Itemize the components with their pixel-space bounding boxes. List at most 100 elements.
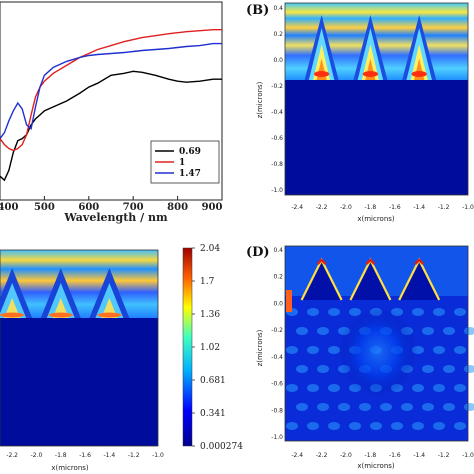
panel-d-heatmap: (D) -2.4 -2.2 -2.0 -1.8 -1.6 -1.4 -1.2 -1.0 0.4… — [246, 245, 474, 470]
panel-c-x-tick-5: -1.2 — [128, 452, 140, 459]
panel-d-fringe-spot — [433, 422, 445, 430]
panel-b-x-axis-label: x(microns) — [357, 215, 395, 223]
panel-d-fringe-spot — [328, 422, 340, 430]
panel-d-x-tick-0: -2.4 — [291, 452, 303, 459]
panel-a-x-axis-label: Wavelength / nm — [63, 211, 168, 224]
panel-b-triangle-0 — [304, 15, 339, 80]
panel-d-fringe-spot — [380, 403, 392, 411]
panel-d-fringe-spot — [422, 403, 434, 411]
panel-d-fringe-spot — [433, 308, 445, 316]
panel-d-triangle-1 — [349, 257, 392, 301]
panel-b-triangle-2 — [402, 15, 437, 80]
panel-b-substrate — [285, 80, 468, 195]
panel-a-x-ticks: 400 500 600 700 800 900 — [0, 196, 223, 213]
panel-d-y-tick-1: 0.2 — [273, 274, 283, 281]
panel-b-y-tick-3: -0.2 — [271, 83, 283, 90]
panel-b-x-ticks: -2.4 -2.2 -2.0 -1.8 -1.6 -1.4 -1.2 -1.0 — [291, 204, 474, 211]
colorbar-tick-label-2: 1.36 — [200, 310, 220, 320]
panel-b-y-axis-label: z(microns) — [256, 81, 264, 118]
colorbar-tick-label-6: 0.000274 — [200, 442, 243, 452]
panel-c-x-tick-2: -1.8 — [55, 452, 67, 459]
panel-d-fringe-spot — [296, 403, 308, 411]
panel-d-x-ticks: -2.4 -2.2 -2.0 -1.8 -1.6 -1.4 -1.2 -1.0 — [291, 452, 474, 459]
panel-d-y-tick-4: -0.4 — [271, 354, 283, 361]
series-line-2 — [0, 42, 222, 140]
panel-b-label: (B) — [246, 3, 269, 18]
panel-d-fringe-spot — [286, 422, 298, 430]
colorbar-tick-label-4: 0.681 — [200, 376, 226, 386]
x-tick-label-4: 800 — [167, 202, 188, 213]
panel-d-fringe-spot — [443, 403, 455, 411]
panel-c-x-tick-4: -1.4 — [104, 452, 116, 459]
panel-b-y-ticks: 0.4 0.2 0.0 -0.2 -0.4 -0.6 -0.8 -1.0 — [271, 5, 283, 194]
panel-b-x-tick-6: -1.2 — [438, 204, 450, 211]
panel-d-triangles — [300, 257, 441, 301]
panel-c-x-ticks: -2.2 -2.0 -1.8 -1.6 -1.4 -1.2 -1.0 — [6, 452, 164, 459]
colorbar-tick-label-1: 1.7 — [200, 277, 215, 287]
panel-d-fringe-spot — [454, 346, 466, 354]
panel-d-fringe-spot — [328, 384, 340, 392]
panel-a-line-chart: 400 500 600 700 800 900 Wavelength / nm 0.69 … — [0, 1, 223, 224]
panel-d-label: (D) — [246, 245, 270, 260]
panel-b-y-tick-7: -1.0 — [271, 187, 283, 194]
panel-d-fringe-spot — [443, 365, 455, 373]
panel-d-x-tick-6: -1.2 — [438, 452, 450, 459]
colorbar-ticks: 2.04 1.7 1.36 1.02 0.681 0.341 0.000274 — [192, 244, 243, 452]
panel-c-x-tick-1: -2.0 — [31, 452, 43, 459]
panel-d-x-tick-5: -1.4 — [413, 452, 425, 459]
colorbar-tick-label-0: 2.04 — [200, 244, 220, 254]
colorbar-tick-label-3: 1.02 — [200, 343, 220, 353]
panel-b-frame — [284, 2, 469, 196]
panel-d-fringe-spot — [307, 308, 319, 316]
panel-d-fringe-spot — [286, 346, 298, 354]
panel-d-fringe-spot — [433, 384, 445, 392]
panel-c-x-tick-3: -1.6 — [79, 452, 91, 459]
panel-c-triangle-1 — [40, 268, 81, 318]
x-tick-label-0: 400 — [0, 202, 18, 213]
panel-d-fringe-spot — [307, 346, 319, 354]
panel-d-fringe-spot — [454, 384, 466, 392]
panel-d-x-tick-4: -1.6 — [389, 452, 401, 459]
panel-d-triangle-0 — [300, 257, 343, 301]
panel-d-fringe-spot — [370, 422, 382, 430]
panel-b-x-tick-3: -1.8 — [365, 204, 377, 211]
panel-d-fringe-spot — [296, 365, 308, 373]
panel-c-triangle-2 — [89, 268, 130, 318]
panel-b-x-tick-7: -1.0 — [462, 204, 474, 211]
panel-b-y-tick-4: -0.4 — [271, 109, 283, 116]
panel-d-fringe-spot — [328, 308, 340, 316]
x-tick-label-3: 700 — [123, 202, 144, 213]
panel-b-y-tick-6: -0.8 — [271, 161, 283, 168]
panel-c-x-axis-label: x(microns) — [51, 464, 89, 472]
panel-d-fringe-spot — [328, 346, 340, 354]
colorbar — [182, 247, 193, 447]
x-tick-label-1: 500 — [34, 202, 55, 213]
panel-b-x-tick-1: -2.2 — [316, 204, 328, 211]
panel-d-edge-hotspot — [286, 290, 292, 312]
panel-d-fringe-spot — [317, 403, 329, 411]
legend-entry-0: 0.69 — [179, 147, 201, 157]
panel-a-series-group — [0, 29, 222, 182]
panel-d-fringe-spot — [338, 403, 350, 411]
panel-d-x-axis-label: x(microns) — [357, 462, 395, 470]
panel-d-fringe-spot — [412, 384, 424, 392]
panel-d-x-tick-3: -1.8 — [365, 452, 377, 459]
panel-d-y-tick-0: 0.4 — [273, 247, 283, 254]
panel-d-y-axis-label: z(microns) — [256, 329, 264, 366]
panel-b-x-tick-0: -2.4 — [291, 204, 303, 211]
panel-d-x-tick-1: -2.2 — [316, 452, 328, 459]
panel-d-fringe-spot — [464, 403, 474, 411]
panel-d-y-ticks: 0.4 0.2 0.0 -0.2 -0.4 -0.6 -0.8 -1.0 — [271, 247, 283, 441]
panel-d-triangle-2 — [398, 257, 441, 301]
panel-c-heatmap: -2.2 -2.0 -1.8 -1.6 -1.4 -1.2 -1.0 x(microns) … — [0, 244, 243, 472]
panel-c-frame — [0, 249, 159, 447]
panel-d-fringe-spot — [464, 327, 474, 335]
panel-d-fringe-spot — [464, 365, 474, 373]
panel-d-y-tick-2: 0.0 — [273, 300, 283, 307]
panel-d-fringe-spot — [286, 384, 298, 392]
panel-d-fringe-spot — [422, 365, 434, 373]
x-tick-label-2: 600 — [78, 202, 99, 213]
panel-d-fringe-spot — [359, 403, 371, 411]
colorbar-tick-label-5: 0.341 — [200, 409, 226, 419]
